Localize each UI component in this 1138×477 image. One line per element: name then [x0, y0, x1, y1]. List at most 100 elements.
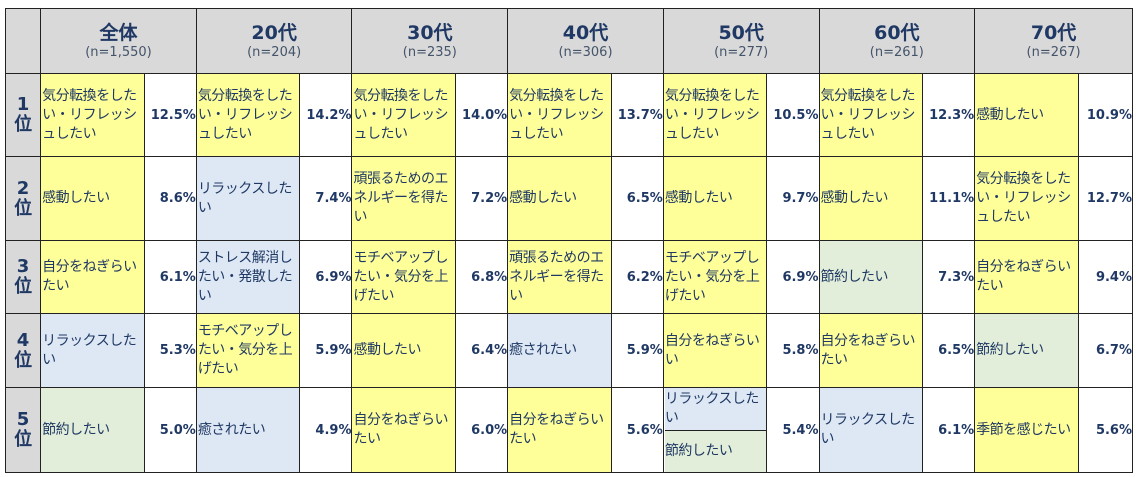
- reason-cell: モチベアップしたい・気分を上げたい: [662, 240, 768, 314]
- percentage-cell: 5.4%: [766, 387, 820, 473]
- reason-label: 節約したい: [664, 429, 767, 472]
- reason-cell: 感動したい: [40, 156, 145, 241]
- age-label: 50代: [718, 22, 764, 44]
- percentage-cell: 5.3%: [143, 313, 197, 388]
- percentage-cell: 4.9%: [299, 387, 353, 473]
- reason-cell: 自分をねぎらいたい: [507, 387, 612, 473]
- sample-size: (n=277): [714, 45, 769, 60]
- reason-cell: リラックスしたい 節約したい: [662, 387, 768, 473]
- rank-row: 4位 リラックスしたい 5.3% モチベアップしたい・気分を上げたい 5.9% 感動したい…: [4, 313, 1134, 388]
- sample-size: (n=1,550): [85, 45, 152, 60]
- group-header: 40代 (n=306): [507, 8, 664, 74]
- percentage-cell: 6.0%: [454, 387, 509, 473]
- percentage-cell: 6.5%: [921, 313, 976, 388]
- percentage-cell: 5.8%: [766, 313, 820, 388]
- percentage-cell: 6.7%: [1077, 313, 1134, 388]
- percentage-cell: 10.5%: [766, 73, 820, 157]
- percentage-cell: 6.9%: [766, 240, 820, 314]
- rank-label: 5位: [4, 387, 42, 473]
- reason-cell: ストレス解消したい・発散したい: [195, 240, 301, 314]
- sample-size: (n=235): [402, 45, 457, 60]
- percentage-cell: 11.1%: [921, 156, 976, 241]
- percentage-cell: 5.9%: [299, 313, 353, 388]
- percentage-cell: 8.6%: [143, 156, 197, 241]
- rank-text: 4位: [14, 329, 33, 371]
- percentage-cell: 6.8%: [454, 240, 509, 314]
- reason-cell: 節約したい: [974, 313, 1079, 388]
- group-header: 60代 (n=261): [818, 8, 976, 74]
- rank-label: 1位: [4, 73, 42, 157]
- percentage-cell: 7.3%: [921, 240, 976, 314]
- reason-cell: 感動したい: [351, 313, 456, 388]
- corner-cell: [4, 8, 42, 74]
- group-header: 全体 (n=1,550): [40, 8, 197, 74]
- reason-cell: リラックスしたい: [195, 156, 301, 241]
- percentage-cell: 6.4%: [454, 313, 509, 388]
- reason-cell: 気分転換をしたい・リフレッシュしたい: [507, 73, 612, 157]
- percentage-cell: 7.4%: [299, 156, 353, 241]
- percentage-cell: 13.7%: [610, 73, 664, 157]
- reason-label: リラックスしたい: [664, 388, 767, 430]
- rank-text: 1位: [14, 94, 33, 135]
- reason-cell: 気分転換をしたい・リフレッシュしたい: [195, 73, 301, 157]
- percentage-cell: 12.5%: [143, 73, 197, 157]
- rank-label: 3位: [4, 240, 42, 314]
- reason-cell: 感動したい: [662, 156, 768, 241]
- percentage-cell: 7.2%: [454, 156, 509, 241]
- reason-cell: モチベアップしたい・気分を上げたい: [195, 313, 301, 388]
- reason-cell: 頑張るためのエネルギーを得たい: [507, 240, 612, 314]
- rank-row: 3位 自分をねぎらいたい 6.1% ストレス解消したい・発散したい 6.9% モチベアップ…: [4, 240, 1134, 314]
- reason-cell: 自分をねぎらいたい: [40, 240, 145, 314]
- rank-row: 2位 感動したい 8.6% リラックスしたい 7.4% 頑張るためのエネルギーを得たい 7.…: [4, 156, 1134, 241]
- group-header: 20代 (n=204): [195, 8, 353, 74]
- age-label: 20代: [251, 22, 297, 44]
- rank-text: 2位: [14, 177, 33, 219]
- reason-cell: 気分転換をしたい・リフレッシュしたい: [974, 156, 1079, 241]
- percentage-cell: 5.9%: [610, 313, 664, 388]
- reason-cell: 自分をねぎらいたい: [818, 313, 923, 388]
- rank-text: 3位: [14, 256, 33, 297]
- percentage-cell: 6.5%: [610, 156, 664, 241]
- percentage-cell: 14.0%: [454, 73, 509, 157]
- reason-cell: モチベアップしたい・気分を上げたい: [351, 240, 456, 314]
- percentage-cell: 14.2%: [299, 73, 353, 157]
- reason-cell: 気分転換をしたい・リフレッシュしたい: [818, 73, 923, 157]
- reason-cell: 気分転換をしたい・リフレッシュしたい: [351, 73, 456, 157]
- rank-label: 4位: [4, 313, 42, 388]
- percentage-cell: 5.6%: [610, 387, 664, 473]
- sample-size: (n=204): [247, 45, 302, 60]
- reason-cell: 感動したい: [974, 73, 1079, 157]
- reason-cell: 感動したい: [818, 156, 923, 241]
- percentage-cell: 10.9%: [1077, 73, 1134, 157]
- age-label: 70代: [1030, 22, 1077, 44]
- ranking-table: 全体 (n=1,550) 20代 (n=204) 30代 (n=235) 40代 (n=306…: [4, 8, 1134, 473]
- group-header: 70代 (n=267): [974, 8, 1133, 74]
- rank-label: 2位: [4, 156, 42, 241]
- group-header: 50代 (n=277): [662, 8, 820, 74]
- age-label: 40代: [562, 22, 609, 44]
- reason-cell: 自分をねぎらいたい: [974, 240, 1079, 314]
- group-header: 30代 (n=235): [351, 8, 509, 74]
- percentage-cell: 9.7%: [766, 156, 820, 241]
- percentage-cell: 6.2%: [610, 240, 664, 314]
- header-row: 全体 (n=1,550) 20代 (n=204) 30代 (n=235) 40代 (n=306…: [4, 8, 1133, 74]
- reason-cell: 癒されたい: [507, 313, 612, 388]
- sample-size: (n=267): [1026, 45, 1081, 60]
- sample-size: (n=261): [869, 45, 924, 60]
- percentage-cell: 5.0%: [143, 387, 197, 473]
- reason-cell: 気分転換をしたい・リフレッシュしたい: [40, 73, 145, 157]
- percentage-cell: 6.1%: [143, 240, 197, 314]
- percentage-cell: 5.6%: [1077, 387, 1134, 473]
- reason-cell: 自分をねぎらいたい: [351, 387, 456, 473]
- reason-cell: 頑張るためのエネルギーを得たい: [351, 156, 456, 241]
- age-label: 30代: [407, 22, 453, 44]
- reason-cell: 節約したい: [818, 240, 923, 314]
- reason-cell: 自分をねぎらいい: [662, 313, 768, 388]
- percentage-cell: 6.9%: [299, 240, 353, 314]
- age-label: 60代: [874, 22, 920, 44]
- reason-cell: 節約したい: [40, 387, 145, 473]
- rank-row: 5位 節約したい 5.0% 癒されたい 4.9% 自分をねぎらいたい 6.0% 自分をねぎらい…: [4, 387, 1134, 473]
- reason-cell: 癒されたい: [195, 387, 301, 473]
- sample-size: (n=306): [558, 45, 613, 60]
- reason-cell: リラックスしたい: [818, 387, 923, 473]
